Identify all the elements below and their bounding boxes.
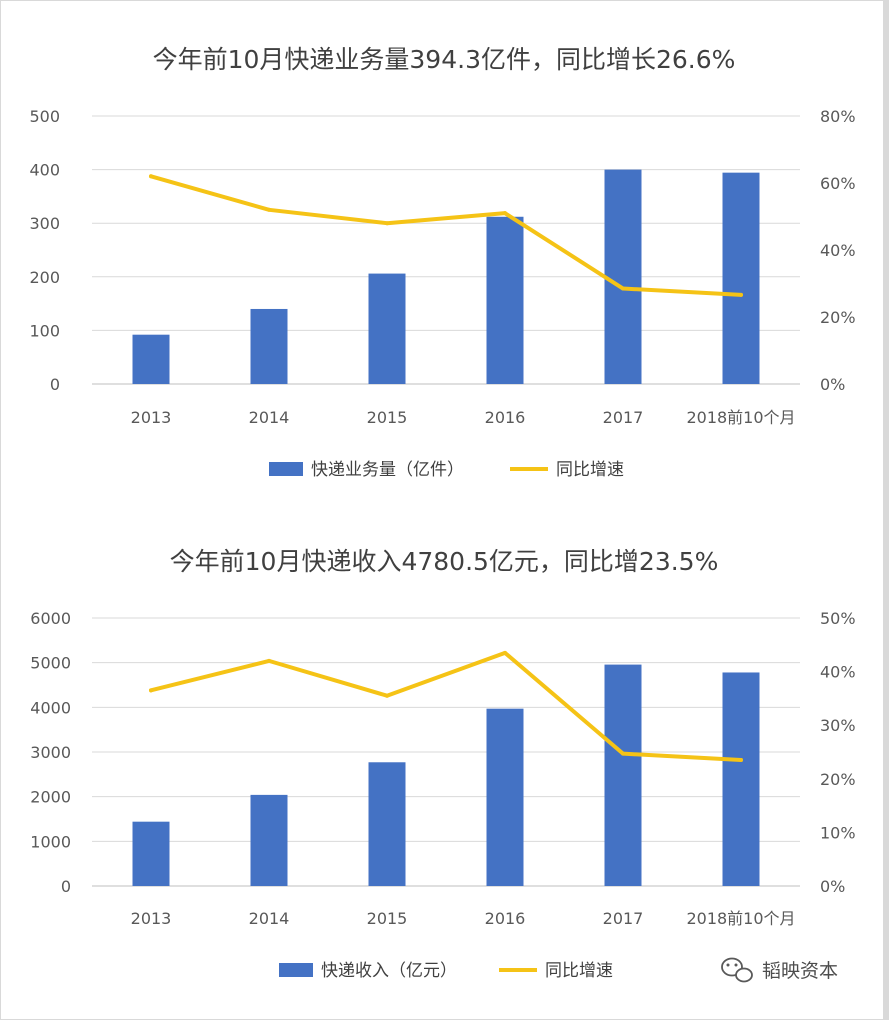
x-tick-label: 2018前10个月 — [686, 909, 795, 928]
x-tick-label: 2016 — [485, 408, 526, 427]
wechat-bubble-small — [735, 967, 753, 983]
wechat-eye — [726, 963, 730, 967]
growth-rate-line — [149, 650, 743, 763]
x-tick-label: 2017 — [603, 909, 644, 928]
y-tick-label: 300 — [29, 214, 60, 233]
y-tick-label: 400 — [29, 161, 60, 180]
bar-2015 — [368, 273, 406, 384]
wechat-icon — [721, 957, 753, 983]
chart-title: 今年前10月快递业务量394.3亿件，同比增长26.6% — [153, 45, 736, 74]
y2-tick-label: 30% — [820, 716, 856, 735]
y2-tick-label: 60% — [820, 174, 856, 193]
y2-tick-label: 40% — [820, 241, 856, 260]
x-tick-label: 2013 — [131, 408, 172, 427]
x-tick-label: 2018前10个月 — [686, 408, 795, 427]
x-tick-label: 2016 — [485, 909, 526, 928]
growth-point-2013 — [149, 688, 153, 693]
wechat-bubble-large — [721, 957, 743, 977]
legend-bar-swatch — [279, 963, 313, 977]
y-tick-label: 0 — [50, 375, 60, 394]
y-tick-label: 200 — [29, 268, 60, 287]
growth-point-2014 — [267, 207, 271, 212]
chart-1: 今年前10月快递业务量394.3亿件，同比增长26.6% 0 100 200 300 40… — [29, 45, 855, 480]
x-tick-label: 2013 — [131, 909, 172, 928]
watermark-text: 韬映资本 — [762, 960, 838, 982]
x-tick-label: 2014 — [249, 909, 290, 928]
growth-rate-line — [149, 174, 743, 297]
y2-tick-label: 50% — [820, 609, 856, 628]
y2-tick-label: 10% — [820, 823, 856, 842]
y2-tick-label: 40% — [820, 663, 856, 682]
bar-2016 — [486, 708, 524, 886]
legend-bar-label: 快递收入（亿元） — [321, 961, 457, 981]
growth-point-2015 — [385, 221, 389, 226]
growth-point-2016 — [503, 650, 507, 655]
bar-2014 — [250, 308, 288, 384]
bar-2018前10个月 — [722, 172, 760, 384]
y-tick-label: 1000 — [30, 832, 71, 851]
y2-tick-label: 0% — [820, 877, 845, 896]
bar-2013 — [132, 821, 170, 886]
growth-point-2018前10个月 — [739, 292, 743, 297]
bar-2014 — [250, 794, 288, 886]
growth-point-2014 — [267, 658, 271, 663]
legend-bar-label: 快递业务量（亿件） — [311, 460, 464, 480]
x-tick-label: 2014 — [249, 408, 290, 427]
chart-2: 今年前10月快递收入4780.5亿元，同比增23.5% 0 1000 2000 3000… — [30, 547, 855, 981]
y-tick-label: 5000 — [30, 654, 71, 673]
y2-tick-label: 0% — [820, 375, 845, 394]
bar-2017 — [604, 169, 642, 384]
x-tick-label: 2015 — [367, 408, 408, 427]
bar-2018前10个月 — [722, 672, 760, 886]
bar-2016 — [486, 216, 524, 384]
y-tick-label: 3000 — [30, 743, 71, 762]
growth-point-2017 — [621, 751, 625, 756]
y2-tick-label: 80% — [820, 107, 856, 126]
legend-line-label: 同比增速 — [545, 961, 613, 981]
y-tick-label: 500 — [29, 107, 60, 126]
legend-bar-swatch — [269, 462, 303, 476]
wechat-eye — [734, 963, 738, 967]
growth-point-2013 — [149, 174, 153, 179]
growth-point-2016 — [503, 211, 507, 216]
bar-2017 — [604, 664, 642, 886]
growth-point-2015 — [385, 693, 389, 698]
chart-title: 今年前10月快递收入4780.5亿元，同比增23.5% — [170, 547, 719, 576]
y-tick-label: 100 — [29, 321, 60, 340]
y-tick-label: 4000 — [30, 698, 71, 717]
growth-point-2017 — [621, 286, 625, 291]
watermark: 韬映资本 — [721, 957, 838, 983]
y2-tick-label: 20% — [820, 308, 856, 327]
bar-2015 — [368, 762, 406, 886]
x-tick-label: 2015 — [367, 909, 408, 928]
y-tick-label: 6000 — [30, 609, 71, 628]
legend-line-label: 同比增速 — [556, 460, 624, 480]
x-tick-label: 2017 — [603, 408, 644, 427]
growth-point-2018前10个月 — [739, 758, 743, 763]
bar-2013 — [132, 334, 170, 384]
y-tick-label: 0 — [61, 877, 71, 896]
y-tick-label: 2000 — [30, 788, 71, 807]
y2-tick-label: 20% — [820, 770, 856, 789]
